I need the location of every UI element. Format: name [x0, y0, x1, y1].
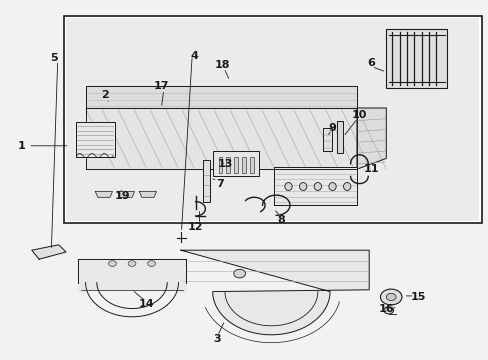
Text: 6: 6 [367, 58, 375, 68]
Bar [234, 157, 238, 173]
Polygon shape [85, 86, 356, 108]
Polygon shape [356, 108, 386, 169]
Text: 11: 11 [363, 164, 379, 174]
Ellipse shape [328, 183, 336, 190]
Bar [63, 16, 481, 223]
Polygon shape [85, 283, 178, 317]
Text: 5: 5 [50, 53, 58, 63]
Text: 16: 16 [378, 304, 393, 314]
Ellipse shape [299, 183, 306, 190]
Text: 17: 17 [153, 81, 169, 91]
Text: 9: 9 [328, 123, 336, 133]
Ellipse shape [313, 183, 321, 190]
Ellipse shape [284, 183, 291, 190]
Circle shape [386, 293, 395, 301]
Text: 8: 8 [277, 215, 285, 225]
Circle shape [108, 261, 116, 266]
Text: 19: 19 [114, 191, 130, 201]
Polygon shape [32, 245, 66, 259]
Polygon shape [139, 192, 156, 197]
Bar [337, 121, 343, 153]
Text: 13: 13 [217, 159, 232, 169]
Bar [218, 157, 222, 173]
Polygon shape [181, 250, 368, 335]
Text: 1: 1 [18, 141, 26, 151]
Text: 4: 4 [190, 51, 198, 61]
Bar [226, 157, 230, 173]
Text: 7: 7 [216, 179, 224, 189]
Text: 14: 14 [139, 299, 154, 309]
Text: 3: 3 [213, 334, 221, 344]
Bar [203, 160, 210, 202]
Bar [386, 29, 447, 88]
Text: 2: 2 [101, 90, 109, 100]
Text: 15: 15 [409, 292, 425, 302]
Polygon shape [117, 192, 134, 197]
Bar [212, 151, 259, 176]
Polygon shape [85, 108, 356, 169]
Circle shape [128, 261, 136, 266]
Circle shape [383, 307, 393, 314]
Text: 18: 18 [214, 60, 230, 70]
Ellipse shape [343, 183, 350, 190]
Bar [66, 18, 478, 221]
Polygon shape [76, 122, 115, 157]
Text: 12: 12 [187, 222, 203, 232]
Circle shape [233, 269, 245, 278]
Circle shape [147, 261, 155, 266]
Polygon shape [95, 192, 112, 197]
Polygon shape [273, 167, 356, 205]
Text: 10: 10 [351, 110, 366, 120]
Polygon shape [78, 259, 185, 292]
Circle shape [380, 289, 401, 305]
Bar [322, 128, 331, 151]
Bar [242, 157, 245, 173]
Bar [249, 157, 253, 173]
